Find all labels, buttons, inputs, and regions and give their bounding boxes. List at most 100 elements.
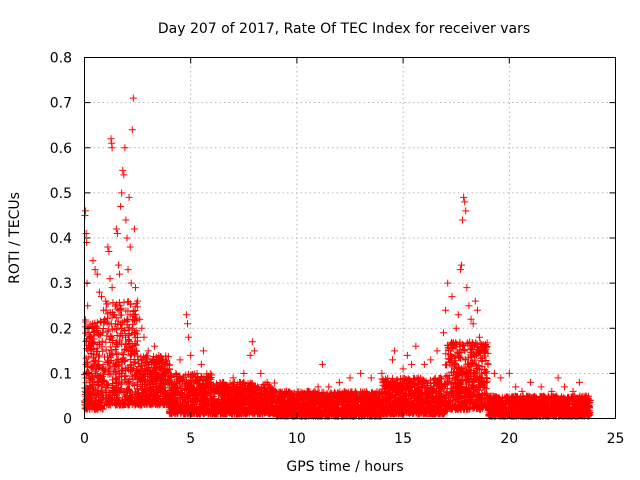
- data-point: [141, 396, 149, 404]
- data-point: [103, 359, 111, 367]
- data-point: [123, 315, 131, 323]
- data-point: [131, 317, 139, 325]
- data-point: [148, 357, 156, 365]
- data-point: [136, 398, 144, 406]
- data-point: [122, 341, 130, 349]
- data-point: [126, 311, 134, 319]
- data-point: [111, 389, 119, 397]
- data-point: [107, 352, 115, 360]
- data-point: [162, 369, 170, 377]
- data-point: [93, 377, 101, 385]
- data-point: [129, 310, 137, 318]
- data-point: [99, 325, 107, 333]
- data-point: [130, 358, 138, 366]
- data-point: [105, 335, 113, 343]
- data-point: [124, 336, 132, 344]
- data-point: [105, 320, 113, 328]
- data-point: [112, 387, 120, 395]
- data-point: [93, 347, 101, 355]
- data-point: [160, 391, 168, 399]
- data-point: [112, 314, 120, 322]
- data-point: [100, 317, 108, 325]
- data-point: [85, 370, 93, 378]
- data-point: [131, 303, 139, 311]
- data-point: [131, 334, 139, 342]
- data-point: [104, 326, 112, 334]
- data-point: [97, 386, 105, 394]
- data-point: [85, 341, 93, 349]
- data-point: [182, 385, 190, 393]
- data-point: [110, 366, 118, 374]
- data-point: [118, 325, 126, 333]
- data-point: [92, 397, 100, 405]
- data-point: [138, 386, 146, 394]
- data-point: [188, 380, 196, 388]
- data-point: [117, 330, 125, 338]
- data-point: [112, 326, 120, 334]
- data-point: [108, 334, 116, 342]
- data-point: [111, 302, 119, 310]
- data-point: [90, 403, 98, 411]
- data-point: [173, 379, 181, 387]
- data-point: [132, 366, 140, 374]
- data-point: [150, 398, 158, 406]
- data-point: [94, 381, 102, 389]
- data-point: [111, 374, 119, 382]
- data-point: [116, 386, 124, 394]
- data-points: [81, 94, 594, 420]
- data-point: [163, 357, 171, 365]
- data-point: [149, 367, 157, 375]
- data-point: [122, 307, 130, 315]
- data-point: [162, 352, 170, 360]
- data-point: [111, 346, 119, 354]
- data-point: [132, 341, 140, 349]
- data-point: [106, 308, 114, 316]
- data-point: [91, 328, 99, 336]
- data-point: [156, 363, 164, 371]
- data-point: [122, 386, 130, 394]
- data-point: [98, 343, 106, 351]
- data-point: [152, 385, 160, 393]
- data-point: [81, 404, 89, 412]
- data-point: [92, 356, 100, 364]
- data-point: [95, 364, 103, 372]
- data-point: [117, 311, 125, 319]
- data-point: [118, 349, 126, 357]
- data-point: [114, 321, 122, 329]
- data-point: [88, 364, 96, 372]
- data-point: [105, 364, 113, 372]
- data-point: [126, 375, 134, 383]
- data-point: [87, 394, 95, 402]
- data-point: [135, 359, 143, 367]
- data-point: [124, 298, 132, 306]
- data-point: [130, 364, 138, 372]
- data-point: [138, 365, 146, 373]
- data-point: [159, 370, 167, 378]
- data-point: [122, 379, 130, 387]
- data-point: [82, 329, 90, 337]
- data-point: [83, 362, 91, 370]
- data-point: [90, 339, 98, 347]
- data-point: [85, 353, 93, 361]
- data-point: [142, 359, 150, 367]
- data-point: [104, 328, 112, 336]
- data-point: [102, 338, 110, 346]
- data-point: [82, 316, 90, 324]
- data-point: [167, 372, 175, 380]
- data-point: [82, 338, 90, 346]
- data-point: [140, 400, 148, 408]
- data-point: [150, 352, 158, 360]
- data-point: [97, 403, 105, 411]
- data-point: [113, 378, 121, 386]
- data-point: [89, 340, 97, 348]
- data-point: [115, 299, 123, 307]
- data-point: [94, 330, 102, 338]
- data-point: [158, 387, 166, 395]
- data-point: [153, 370, 161, 378]
- data-point: [82, 403, 90, 411]
- data-point: [82, 393, 90, 401]
- data-point: [124, 395, 132, 403]
- data-point: [129, 380, 137, 388]
- data-point: [109, 299, 117, 307]
